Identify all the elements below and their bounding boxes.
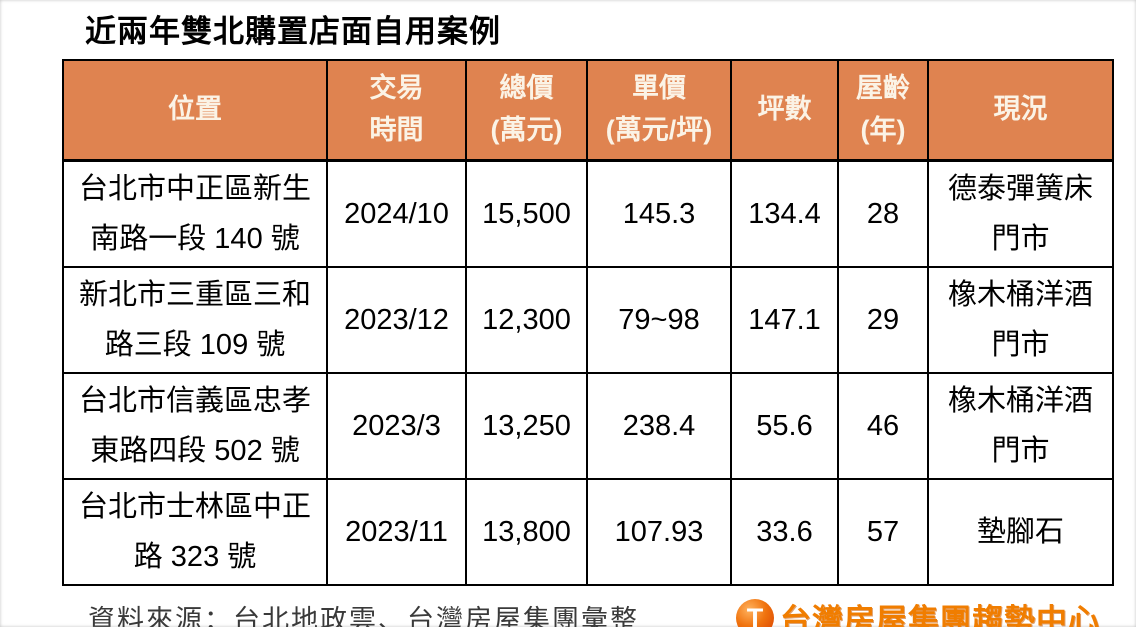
cell-ping: 134.4 (730, 159, 839, 268)
cell-status: 墊腳石 (927, 478, 1114, 586)
cell-ping: 55.6 (730, 372, 839, 480)
cell-total-price: 12,300 (465, 266, 588, 374)
cell-unit-price: 238.4 (586, 372, 732, 480)
header-label: (年) (860, 115, 906, 145)
header-label: 現況 (993, 94, 1048, 125)
header-label: 單價 (632, 73, 686, 104)
cell-status: 德泰彈簧床門市 (927, 159, 1114, 268)
col-header-total-price: 總價 (萬元) (465, 59, 588, 162)
cell-total-price: 13,250 (465, 372, 588, 480)
header-label: 位置 (168, 94, 222, 125)
cell-date: 2024/10 (326, 159, 467, 268)
table-row: 台北市士林區中正路 323 號 2023/11 13,800 107.93 33… (62, 478, 1114, 586)
cell-age: 57 (837, 478, 929, 586)
header-label: 總價 (499, 73, 554, 104)
cell-ping: 33.6 (730, 478, 839, 586)
col-header-date: 交易 時間 (326, 59, 467, 162)
col-header-status: 現況 (927, 59, 1114, 162)
cell-age: 46 (837, 372, 929, 480)
table-row: 台北市信義區忠孝東路四段 502 號 2023/3 13,250 238.4 5… (62, 372, 1114, 480)
table-header: 位置 交易 時間 總價 (萬元) 單價 (萬元/坪) 坪數 (62, 59, 1114, 162)
logo-text: 台灣房屋集團趨勢中心 (780, 603, 1100, 627)
cell-unit-price: 107.93 (586, 478, 732, 586)
cell-date: 2023/3 (326, 372, 467, 480)
footer: 資料來源：台北地政雲、台灣房屋集團彙整 T 台灣房屋集團趨勢中心 (88, 595, 1100, 627)
cell-location: 新北市三重區三和路三段 109 號 (62, 266, 328, 374)
cell-location: 台北市信義區忠孝東路四段 502 號 (62, 372, 328, 480)
cell-total-price: 15,500 (465, 159, 588, 268)
table-row: 新北市三重區三和路三段 109 號 2023/12 12,300 79~98 1… (62, 266, 1114, 374)
cell-unit-price: 79~98 (586, 266, 732, 374)
cell-status: 橡木桶洋酒門市 (927, 372, 1114, 480)
table-row: 台北市中正區新生南路一段 140 號 2024/10 15,500 145.3 … (62, 159, 1114, 268)
header-label: 坪數 (757, 94, 812, 125)
col-header-unit-price: 單價 (萬元/坪) (586, 59, 732, 162)
col-header-location: 位置 (62, 59, 328, 162)
cell-location: 台北市士林區中正路 323 號 (62, 478, 328, 586)
page-title: 近兩年雙北購置店面自用案例 (85, 14, 501, 49)
cell-status: 橡木桶洋酒門市 (927, 266, 1114, 374)
cell-location: 台北市中正區新生南路一段 140 號 (62, 159, 328, 268)
cell-age: 29 (837, 266, 929, 374)
cases-table: 位置 交易 時間 總價 (萬元) 單價 (萬元/坪) 坪數 (62, 59, 1114, 586)
cell-total-price: 13,800 (465, 478, 588, 586)
cell-unit-price: 145.3 (586, 159, 732, 268)
cell-age: 28 (837, 159, 929, 268)
cell-date: 2023/11 (326, 478, 467, 586)
header-row: 位置 交易 時間 總價 (萬元) 單價 (萬元/坪) 坪數 (62, 59, 1114, 162)
t-sphere-icon: T (736, 598, 774, 627)
header-label: 交易 (369, 73, 424, 104)
header-label: 屋齡 (856, 73, 910, 104)
col-header-age: 屋齡 (年) (837, 59, 929, 162)
header-label: 時間 (369, 115, 424, 145)
data-source-note: 資料來源：台北地政雲、台灣房屋集團彙整 (88, 605, 639, 627)
table-body: 台北市中正區新生南路一段 140 號 2024/10 15,500 145.3 … (62, 159, 1114, 586)
cell-ping: 147.1 (730, 266, 839, 374)
header-label: (萬元/坪) (605, 115, 713, 145)
col-header-ping: 坪數 (730, 59, 839, 162)
cell-date: 2023/12 (326, 266, 467, 374)
header-label: (萬元) (490, 115, 563, 145)
taiwan-housing-logo: T 台灣房屋集團趨勢中心 (736, 595, 1100, 627)
